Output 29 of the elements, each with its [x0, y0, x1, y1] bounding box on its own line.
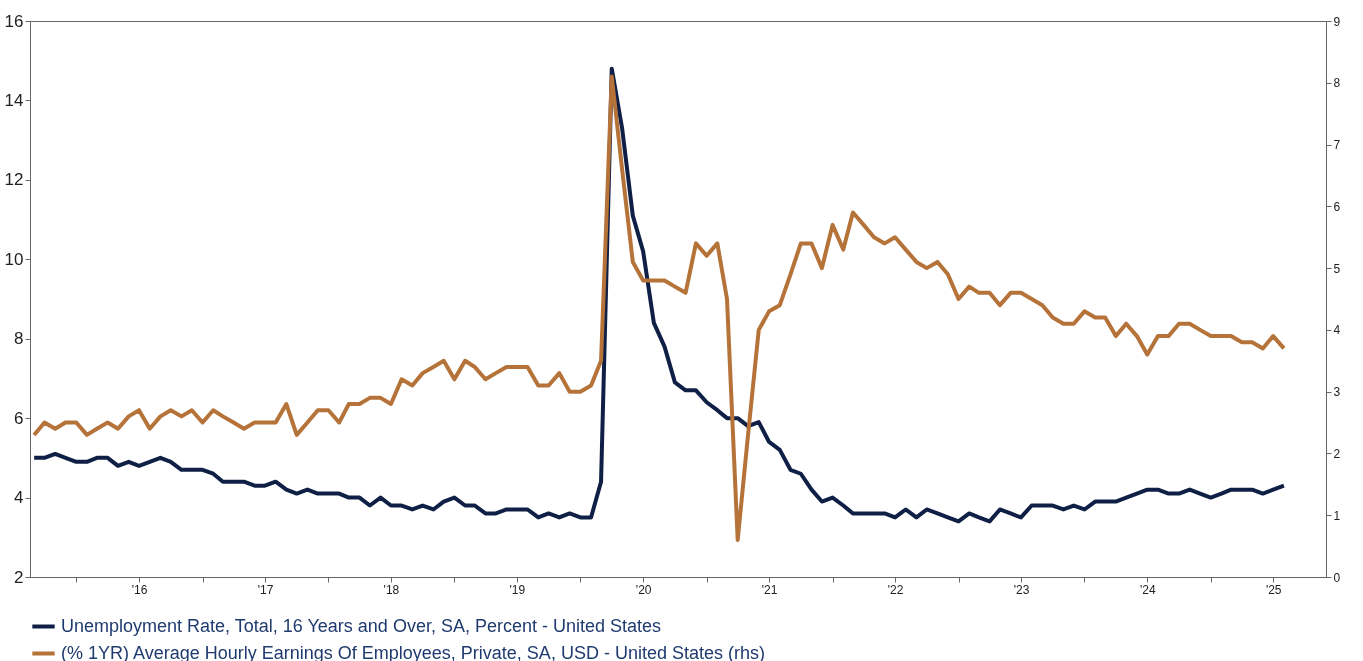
legend-label: Unemployment Rate, Total, 16 Years and Over, SA, Percent - United States — [61, 615, 661, 636]
x-tick-label: '21 — [761, 582, 778, 597]
x-tick-label: '18 — [383, 582, 400, 597]
x-tick-label: '20 — [635, 582, 652, 597]
y2-tick-label: 0 — [1333, 570, 1341, 585]
x-tick-label: '24 — [1139, 582, 1156, 597]
y2-tick-label: 3 — [1333, 385, 1341, 400]
x-tick-label: '22 — [887, 582, 904, 597]
y-tick-label: 10 — [4, 249, 24, 269]
y-tick-label: 2 — [14, 567, 24, 587]
y-tick-label: 16 — [4, 11, 24, 31]
x-tick-label: '17 — [257, 582, 274, 597]
y2-tick-label: 7 — [1333, 138, 1341, 153]
x-tick-label: '19 — [509, 582, 526, 597]
x-tick-label: '25 — [1265, 582, 1282, 597]
y-tick-label: 12 — [4, 170, 24, 190]
y2-tick-label: 2 — [1333, 446, 1341, 461]
y2-tick-label: 4 — [1333, 323, 1341, 338]
y-tick-label: 4 — [14, 488, 24, 508]
y2-tick-label: 1 — [1333, 508, 1341, 523]
y2-tick-label: 6 — [1333, 199, 1341, 214]
y2-tick-label: 9 — [1333, 14, 1341, 29]
y2-tick-label: 8 — [1333, 76, 1341, 91]
x-tick-label: '16 — [131, 582, 148, 597]
x-tick-label: '23 — [1013, 582, 1030, 597]
y2-tick-label: 5 — [1333, 261, 1341, 276]
y-tick-label: 6 — [14, 408, 24, 428]
y-tick-label: 8 — [14, 329, 24, 349]
y-tick-label: 14 — [4, 90, 24, 110]
